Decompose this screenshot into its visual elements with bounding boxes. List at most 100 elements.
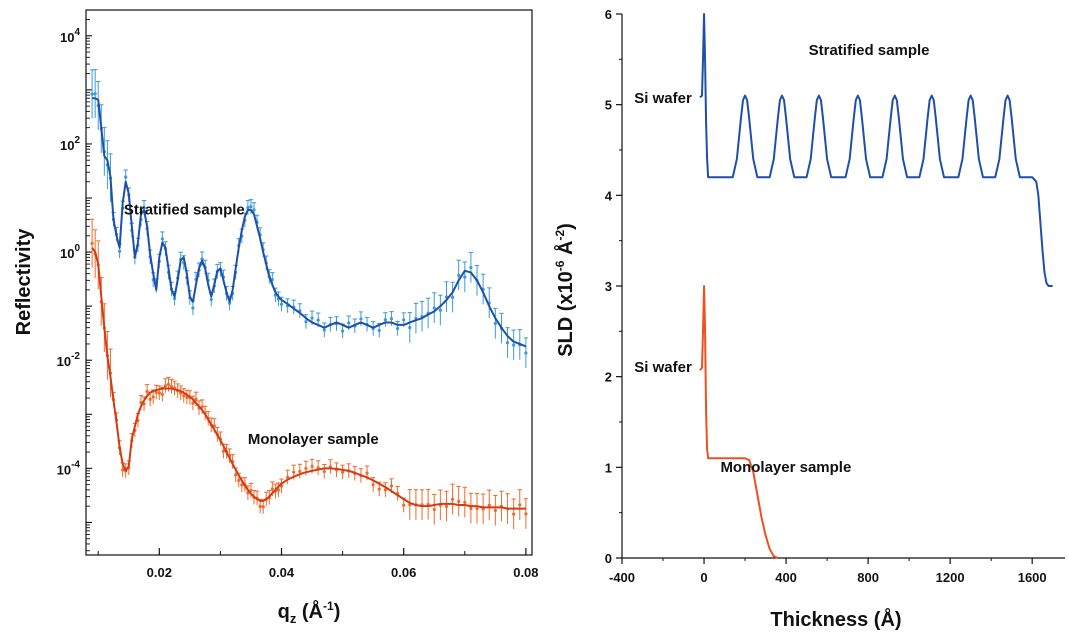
y-tick-label: 104 [60,27,80,45]
data-point [240,483,244,487]
data-point [493,321,497,326]
sld-x-axis-label: Thickness (Å) [770,607,901,631]
x-tick-label: 1200 [936,570,965,585]
annotation-label: Monolayer sample [248,431,379,448]
data-point [151,395,155,399]
data-point [237,478,241,482]
data-point [252,208,256,212]
x-tick-label: 0 [700,570,707,585]
data-point [505,341,510,345]
monolayer-data-points [89,218,529,530]
annotation-label: Stratified sample [809,42,930,59]
data-point [402,503,406,507]
data-point [395,326,400,331]
data-point [524,351,528,355]
data-point [200,257,204,261]
data-point [389,317,394,321]
sld-ylabel-main: SLD (x10 [555,271,577,357]
stratified-data-points [89,69,529,369]
data-point [172,296,177,301]
data-point [438,308,442,312]
data-point [512,512,516,516]
data-point [365,471,369,475]
data-point [310,316,314,320]
reflectivity-ticks: 0.02 0.04 0.06 0.08 104 102 100 10-2 10-4 [57,9,539,580]
y-tick-label: 1 [605,460,612,475]
annotation-label: Si wafer [634,359,692,376]
data-point [304,466,308,470]
data-point [90,241,94,245]
reflectivity-chart: 0.02 0.04 0.06 0.08 104 102 100 10-2 10-4 Strati… [13,9,539,626]
data-point [493,508,497,513]
data-point [154,390,158,394]
data-point [182,394,186,398]
sld-ylabel-mid: Å [553,241,577,261]
data-point [347,321,351,325]
data-point [261,505,265,509]
data-point [316,318,320,322]
data-point [377,487,381,491]
reflectivity-x-axis-label: qz (Å-1) [278,599,341,626]
data-point [157,391,161,395]
sld-annotations: Stratified sample Si wafer Si wafer Monolay… [634,42,929,476]
data-point [322,328,326,332]
data-point [402,318,406,322]
data-point [463,275,467,279]
data-point [383,488,387,492]
reflectivity-plot-area [89,69,529,530]
x-tick-label: 400 [775,570,797,585]
y-tick-label: 0 [605,551,612,566]
stratified-fit-line [92,97,527,348]
data-point [169,384,174,389]
reflectivity-plot-frame [85,9,533,556]
data-point [209,297,213,302]
x-label-unit-open: (Å [296,599,323,623]
data-point [191,401,195,405]
data-point [276,488,281,492]
data-point [160,392,164,396]
data-point [163,384,168,388]
data-point [512,343,516,347]
y-tick-label: 6 [605,7,612,22]
data-point [444,504,449,508]
x-label-unit-exp: -1 [323,599,334,613]
reflectivity-annotations: Stratified sample Monolayer sample [124,201,379,448]
x-tick-label: 800 [857,570,879,585]
data-point [518,503,522,507]
y-tick-label: 10-2 [57,351,81,369]
data-point [145,390,149,394]
data-point [258,504,262,508]
data-point [121,468,125,472]
sld-ylabel-exp2: -2 [553,230,567,241]
y-tick-label: 4 [605,188,613,203]
sld-ylabel-exp1: -6 [553,260,567,271]
annotation-label: Si wafer [634,90,692,107]
data-point [383,318,387,322]
x-label-base: q [278,601,290,623]
monolayer-fit-line [91,247,526,510]
data-point [148,397,152,401]
data-point [389,484,394,488]
sld-plot-area [699,13,1053,559]
x-tick-label: 0.02 [147,565,172,580]
sld-profile-chart: -400 0 400 800 1200 1600 0 1 2 3 4 5 6 Stratified sa… [553,7,1065,631]
data-point [450,295,455,299]
data-point [469,265,473,270]
data-point [377,328,381,333]
data-point [463,500,467,504]
data-point [124,175,128,179]
data-point [249,205,253,209]
data-point [118,249,122,253]
data-point [246,205,250,210]
data-point [371,483,375,487]
x-label-sub: z [290,611,297,626]
data-point [524,512,528,516]
sld-ticks: -400 0 400 800 1200 1600 0 1 2 3 4 5 6 [605,7,1047,585]
x-tick-label: -400 [609,570,635,585]
monolayer-profile-line [699,285,779,559]
data-point [487,503,491,507]
data-point [279,302,284,306]
data-point [286,475,290,479]
data-point [310,464,314,468]
